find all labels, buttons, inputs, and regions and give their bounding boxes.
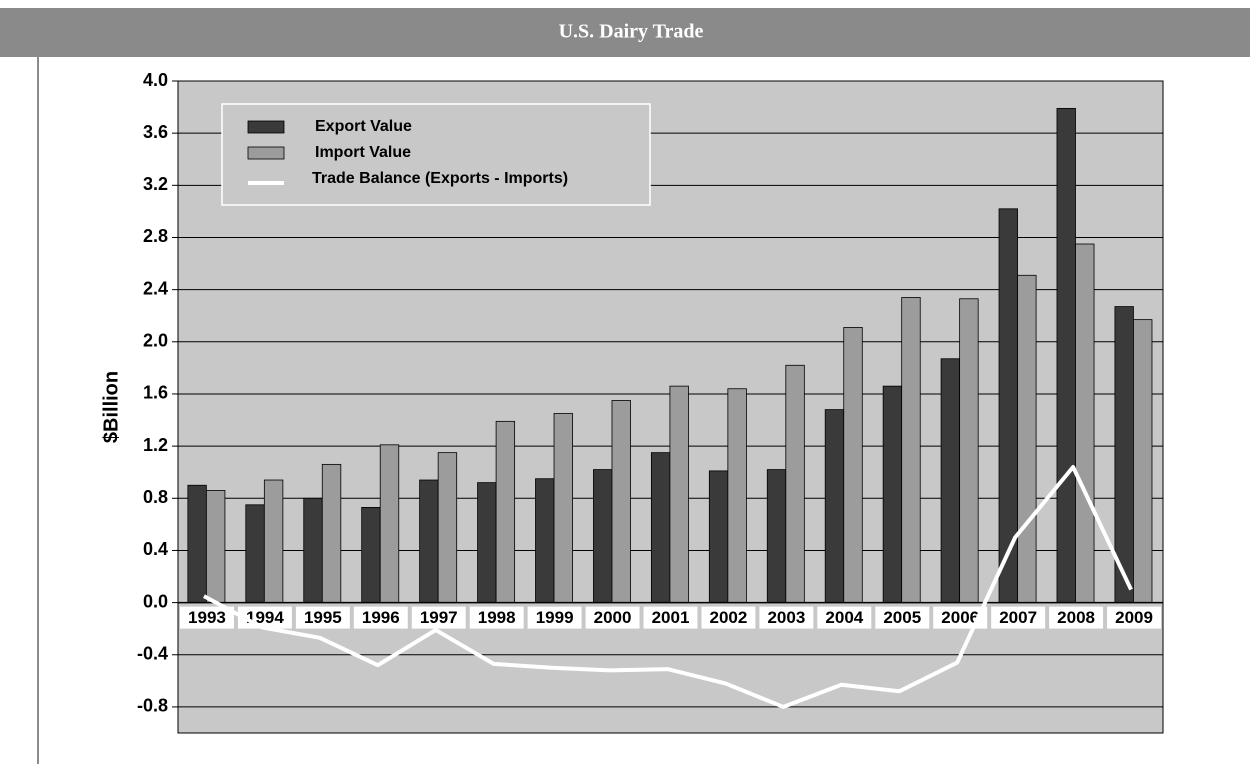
legend-label: Trade Balance (Exports - Imports) xyxy=(312,170,568,187)
bar xyxy=(321,463,342,604)
bar xyxy=(303,497,323,603)
y-tick-label: 2.4 xyxy=(143,278,168,298)
header-bar xyxy=(0,8,1250,57)
bar xyxy=(727,388,747,603)
y-tick-label: 0.0 xyxy=(143,591,168,611)
y-tick-label: 3.6 xyxy=(143,122,168,142)
x-label-bg xyxy=(643,606,698,629)
x-tick-label: 2000 xyxy=(594,608,632,627)
bar xyxy=(785,364,805,604)
bar xyxy=(766,469,787,604)
x-label-bg xyxy=(1049,606,1104,629)
bar xyxy=(361,507,381,603)
bar xyxy=(245,504,265,603)
bar xyxy=(901,297,921,603)
bar xyxy=(959,298,979,604)
x-tick-label: 1996 xyxy=(362,608,400,627)
chart-title: U.S. Dairy Trade xyxy=(559,21,704,43)
y-tick-label: 3.2 xyxy=(143,174,168,194)
x-label-bg xyxy=(585,606,640,629)
x-label-bg xyxy=(1107,606,1161,629)
bar xyxy=(1056,107,1076,604)
bar xyxy=(495,420,516,603)
x-tick-label: 2007 xyxy=(999,608,1037,627)
x-label-bg xyxy=(469,606,524,629)
y-tick-label: 1.6 xyxy=(143,383,168,403)
bar xyxy=(1017,274,1037,603)
y-tick-label: 2.0 xyxy=(143,331,168,351)
x-label-bg xyxy=(759,606,814,629)
bar xyxy=(1075,243,1095,604)
x-label-bg xyxy=(875,606,930,629)
x-tick-label: 2002 xyxy=(710,608,748,627)
bar xyxy=(419,479,439,603)
y-axis-label: $Billion xyxy=(100,371,122,443)
x-tick-label: 1993 xyxy=(188,608,226,627)
bar xyxy=(708,470,729,603)
x-tick-label: 1994 xyxy=(246,608,284,627)
legend-swatch xyxy=(247,146,285,160)
legend-label: Import Value xyxy=(315,144,411,161)
y-tick-label: -0.8 xyxy=(137,696,168,716)
bar xyxy=(940,358,961,604)
x-tick-label: 1998 xyxy=(478,608,516,627)
x-tick-label: 1997 xyxy=(420,608,458,627)
bar xyxy=(650,452,671,604)
x-tick-label: 2009 xyxy=(1115,608,1153,627)
legend-swatch xyxy=(247,120,285,134)
x-tick-label: 2004 xyxy=(825,608,863,627)
x-label-bg xyxy=(295,606,350,629)
bar xyxy=(843,327,863,604)
bar xyxy=(1133,319,1153,603)
x-tick-label: 2005 xyxy=(883,608,921,627)
x-label-bg xyxy=(411,606,466,629)
x-label-bg xyxy=(991,606,1046,629)
x-label-bg xyxy=(701,606,756,629)
bar xyxy=(477,482,497,603)
x-label-bg xyxy=(527,606,582,629)
bar xyxy=(263,479,284,603)
y-tick-label: 2.8 xyxy=(143,226,168,246)
bar xyxy=(998,208,1018,604)
bar xyxy=(553,413,573,603)
y-tick-label: 4.0 xyxy=(143,70,168,90)
x-tick-label: 1999 xyxy=(536,608,574,627)
legend-label: Export Value xyxy=(315,118,412,135)
x-tick-label: 2006 xyxy=(941,608,979,627)
bar xyxy=(593,469,613,604)
bar xyxy=(205,490,226,603)
bar xyxy=(611,400,631,604)
x-tick-label: 2008 xyxy=(1057,608,1095,627)
x-label-bg xyxy=(180,606,234,629)
y-tick-label: 0.8 xyxy=(143,487,168,507)
y-tick-label: 0.4 xyxy=(143,539,168,559)
y-tick-label: -0.4 xyxy=(137,644,168,664)
x-tick-label: 1995 xyxy=(304,608,342,627)
x-tick-label: 2003 xyxy=(767,608,805,627)
balance-line xyxy=(203,464,1133,709)
bar xyxy=(437,452,458,604)
y-tick-label: 1.2 xyxy=(143,435,168,455)
bar xyxy=(669,385,689,603)
x-label-bg xyxy=(817,606,872,629)
bar xyxy=(535,478,555,603)
bar xyxy=(824,409,845,604)
legend-box xyxy=(221,103,651,206)
bar xyxy=(187,484,207,603)
bar xyxy=(379,444,400,604)
bar xyxy=(882,385,903,603)
x-tick-label: 2001 xyxy=(652,608,690,627)
x-label-bg xyxy=(353,606,408,629)
